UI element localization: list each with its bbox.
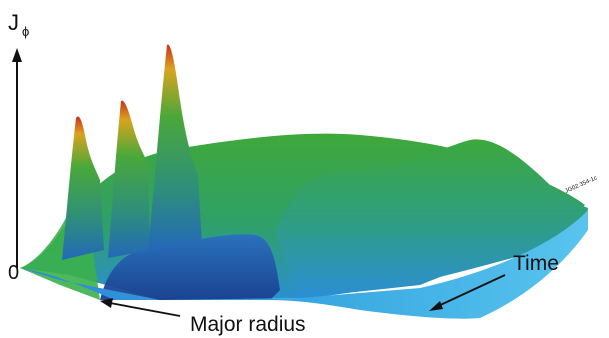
figure-code: JG02.354-1c — [564, 175, 598, 194]
peak-3 — [148, 44, 202, 251]
peak-2 — [108, 100, 150, 259]
time-arrow-head — [429, 301, 443, 311]
ylabel: J — [8, 10, 19, 35]
y-axis-arrowhead — [12, 48, 22, 62]
time-arrow-line — [435, 274, 506, 308]
major-radius-label: Major radius — [190, 313, 306, 336]
ylabel-subscript: ϕ — [22, 24, 29, 39]
major-radius-arrow-line — [109, 302, 181, 317]
time-label: Time — [513, 252, 559, 275]
major-radius-arrow-head — [100, 298, 113, 308]
y-tick-zero: 0 — [8, 262, 19, 284]
peak-1 — [62, 116, 104, 261]
surface-front-floor — [20, 210, 588, 319]
surface-right-ridge — [275, 139, 588, 300]
